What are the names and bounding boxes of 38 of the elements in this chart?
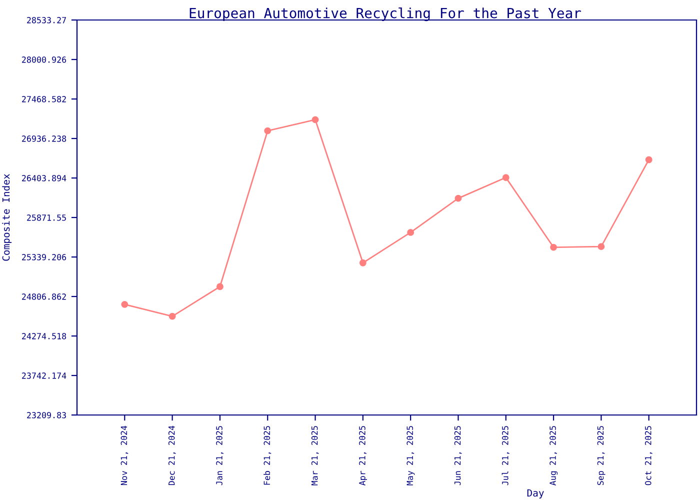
- chart-title: European Automotive Recycling For the Past Year: [190, 8, 581, 22]
- point: [407, 228, 414, 236]
- point: [359, 259, 366, 266]
- x-tick-label: Jul 21, 2025: [502, 426, 510, 486]
- x-tick-label: Apr 21, 2025: [359, 426, 367, 486]
- point: [454, 194, 462, 202]
- point: [216, 283, 224, 290]
- y-tick-label: 25339.206: [22, 254, 66, 260]
- y-tick-label: 24806.862: [22, 294, 66, 300]
- point: [645, 156, 652, 164]
- x-tick-label: Aug 21, 2025: [550, 426, 558, 486]
- x-tick-label: Jan 21, 2025: [216, 426, 224, 486]
- y-tick-label: 24274.518: [22, 333, 66, 340]
- y-tick-label: 23742.174: [22, 372, 66, 379]
- x-tick-label: Dec 21, 2024: [168, 426, 176, 486]
- point: [121, 300, 128, 308]
- point: [550, 244, 558, 251]
- x-tick-label: Feb 21, 2025: [264, 426, 272, 485]
- x-tick-label: Oct 21, 2025: [644, 426, 652, 486]
- x-tick-label: Mar 21, 2025: [311, 426, 319, 486]
- y-axis-title: Composite Index: [2, 174, 12, 261]
- y-tick-label: 26936.238: [22, 136, 66, 142]
- x-tick-label: Nov 21, 2024: [120, 426, 128, 486]
- y-tick-label: 26403.894: [22, 175, 66, 182]
- x-tick-label: Sep 21, 2025: [597, 426, 606, 486]
- y-tick-label: 28533.27: [27, 17, 66, 24]
- x-tick-label: Jun 21, 2025: [454, 426, 462, 486]
- x-tick-label: May 21, 2025: [406, 426, 415, 486]
- point: [502, 174, 510, 182]
- y-tick-label: 23209.83: [27, 412, 66, 418]
- x-axis-title: Day: [527, 489, 544, 498]
- y-tick-label: 25871.55: [27, 214, 66, 221]
- y-tick-label: 27468.582: [22, 96, 66, 102]
- point: [312, 116, 319, 124]
- point: [598, 243, 605, 250]
- point: [264, 127, 272, 134]
- point: [168, 312, 176, 320]
- y-tick-label: 28000.926: [22, 56, 66, 63]
